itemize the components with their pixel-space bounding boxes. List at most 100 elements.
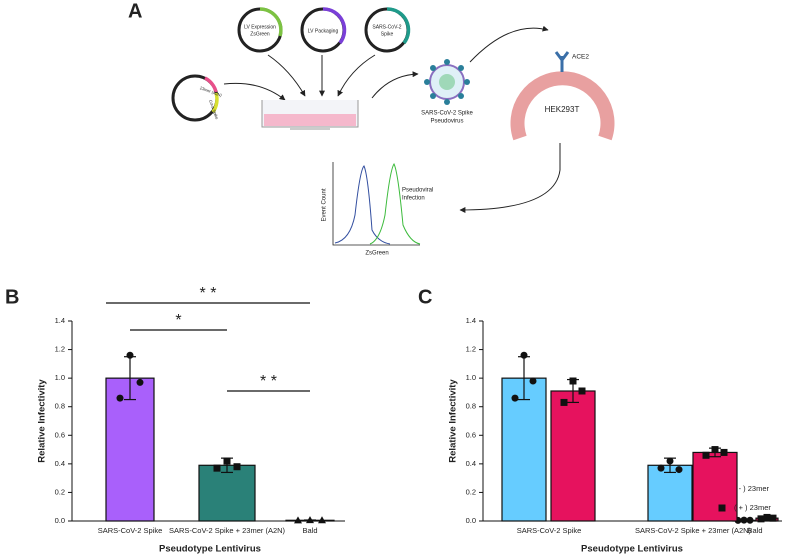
x-tick-label: Bald bbox=[747, 526, 762, 535]
x-tick-label: SARS-CoV-2 Spike + 23mer (A2N) bbox=[635, 526, 752, 535]
data-point bbox=[560, 398, 568, 406]
data-point bbox=[666, 457, 674, 465]
y-tick-label: 1.0 bbox=[466, 373, 476, 382]
data-point bbox=[718, 504, 726, 512]
data-point bbox=[702, 451, 710, 459]
significance-label: * * bbox=[200, 285, 217, 302]
data-point bbox=[657, 464, 665, 472]
data-point bbox=[720, 448, 728, 456]
virus-spikes bbox=[424, 59, 470, 105]
x-tick-label: Bald bbox=[302, 526, 317, 535]
data-point bbox=[569, 377, 577, 385]
bar bbox=[647, 464, 693, 522]
arrow bbox=[469, 25, 549, 63]
plasmid-gene bbox=[211, 92, 219, 114]
y-tick-label: 0.8 bbox=[466, 402, 476, 411]
plasmid-gene bbox=[204, 76, 218, 93]
data-point bbox=[675, 466, 683, 474]
bar bbox=[550, 390, 596, 522]
receptor-label: ACE2 bbox=[572, 54, 589, 61]
y-axis-title: Relative Infectivity bbox=[37, 379, 48, 463]
cell-label: HEK293T bbox=[545, 105, 580, 114]
y-tick-label: 0.2 bbox=[55, 487, 65, 496]
y-tick-label: 1.0 bbox=[55, 373, 65, 382]
y-tick-label: 1.4 bbox=[466, 316, 476, 325]
data-point bbox=[233, 463, 241, 471]
y-tick-label: 1.2 bbox=[466, 345, 476, 354]
y-tick-label: 0.6 bbox=[55, 430, 65, 439]
y-axis-title: Relative Infectivity bbox=[448, 379, 459, 463]
bar bbox=[198, 464, 256, 522]
x-tick-label: SARS-CoV-2 Spike + 23mer (A2N) bbox=[169, 526, 286, 535]
data-point bbox=[711, 446, 719, 454]
inset-ylabel: Event Count bbox=[322, 188, 328, 221]
data-point bbox=[213, 464, 221, 472]
data-point bbox=[306, 516, 314, 524]
plasmid-label: LV Expression bbox=[244, 24, 276, 30]
arrow bbox=[223, 82, 286, 101]
plasmid-label: LV Packaging bbox=[308, 28, 339, 34]
y-tick-label: 1.2 bbox=[55, 345, 65, 354]
data-point bbox=[318, 516, 326, 524]
bar bbox=[692, 451, 738, 522]
legend-label: ( - ) 23mer bbox=[734, 484, 770, 493]
inset-xlabel: ZsGreen bbox=[365, 251, 388, 257]
virus-label: Pseudovirus bbox=[430, 119, 463, 125]
dish-base bbox=[290, 127, 330, 130]
inset-axes bbox=[332, 162, 420, 246]
data-point bbox=[223, 457, 231, 465]
panel-label: B bbox=[5, 286, 19, 308]
arrow bbox=[267, 54, 306, 97]
inset-legend: Pseudoviral bbox=[402, 188, 433, 194]
x-axis-title: Pseudotype Lentivirus bbox=[581, 544, 683, 555]
data-point bbox=[520, 351, 528, 359]
plasmid-label: Spike bbox=[381, 31, 394, 37]
x-axis-title: Pseudotype Lentivirus bbox=[159, 544, 261, 555]
y-tick-label: 1.4 bbox=[55, 316, 65, 325]
data-point bbox=[769, 514, 777, 522]
significance-label: * bbox=[175, 312, 181, 329]
data-point bbox=[116, 394, 124, 402]
bar bbox=[501, 377, 547, 522]
data-point bbox=[757, 515, 765, 523]
y-tick-label: 0.0 bbox=[55, 516, 65, 525]
virus-core bbox=[439, 74, 455, 90]
inset-legend: Infection bbox=[402, 196, 425, 202]
data-point bbox=[126, 351, 134, 359]
data-point bbox=[763, 513, 771, 521]
receptor bbox=[554, 51, 570, 72]
panel-label: A bbox=[128, 0, 142, 22]
plasmid-gene bbox=[259, 7, 283, 37]
data-point bbox=[740, 516, 748, 524]
data-point bbox=[511, 394, 519, 402]
cell-membrane bbox=[510, 71, 615, 141]
inset-curve bbox=[334, 165, 391, 245]
data-point bbox=[294, 516, 302, 524]
y-tick-label: 0.4 bbox=[55, 459, 65, 468]
arrow bbox=[459, 143, 561, 213]
virus-label: SARS-CoV-2 Spike bbox=[421, 111, 473, 117]
y-tick-label: 0.2 bbox=[466, 487, 476, 496]
panel-a: A LV Expression ZsGreen LV Packaging SAR… bbox=[128, 0, 615, 257]
significance-label: * * bbox=[260, 373, 277, 390]
plasmid-label: Cova Spike bbox=[208, 99, 220, 121]
y-tick-label: 0.4 bbox=[466, 459, 476, 468]
legend-label: ( + ) 23mer bbox=[734, 503, 771, 512]
dish-media bbox=[264, 114, 356, 126]
arrow bbox=[337, 54, 376, 97]
y-tick-label: 0.8 bbox=[55, 402, 65, 411]
panel-label: C bbox=[418, 286, 432, 308]
data-point bbox=[529, 377, 537, 385]
data-point bbox=[578, 387, 586, 395]
data-point bbox=[136, 378, 144, 386]
y-tick-label: 0.0 bbox=[466, 516, 476, 525]
x-tick-label: SARS-CoV-2 Spike bbox=[517, 526, 582, 535]
y-tick-label: 0.6 bbox=[466, 430, 476, 439]
plasmid-label: ZsGreen bbox=[250, 31, 270, 37]
bar bbox=[105, 377, 155, 522]
plasmid-label: SARS-CoV-2 bbox=[372, 24, 401, 30]
inset-curve bbox=[369, 163, 421, 245]
plasmid-gene bbox=[386, 7, 411, 45]
plasmid-label: 23mer (A2N) bbox=[199, 85, 223, 98]
